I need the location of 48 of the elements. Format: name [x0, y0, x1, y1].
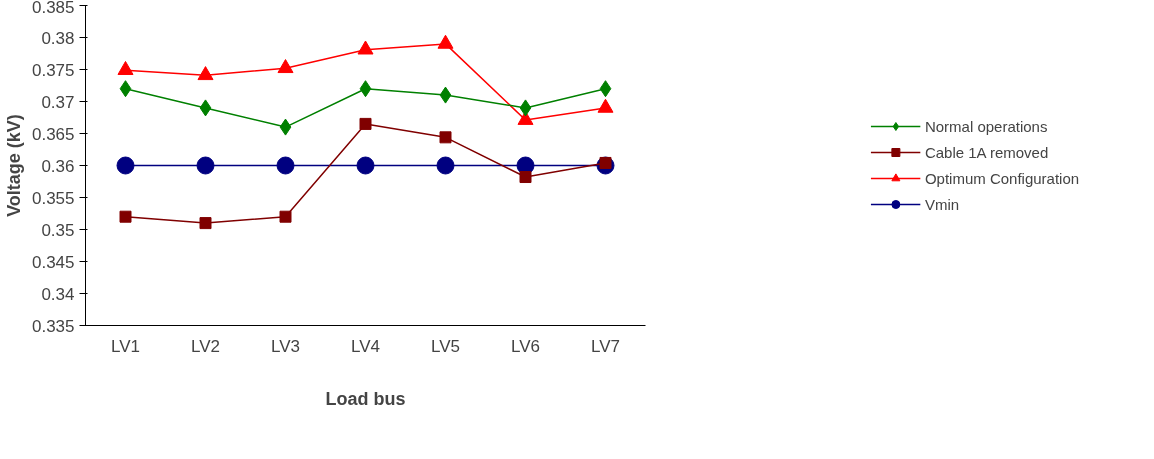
point	[279, 210, 292, 223]
point	[436, 156, 455, 175]
y-tick-label: 0.37	[41, 92, 75, 112]
legend-label: Normal operations	[924, 117, 1048, 135]
legend-label: Cable 1A removed	[924, 143, 1049, 161]
y-tick-label: 0.345	[31, 252, 75, 272]
point	[597, 98, 614, 113]
point	[279, 118, 292, 136]
y-tick-label: 0.355	[31, 188, 75, 208]
y-axis-title: Voltage (kV)	[3, 114, 24, 217]
x-tick-label: LV4	[351, 336, 381, 356]
point	[119, 210, 132, 223]
point	[116, 156, 135, 175]
x-tick-label: LV3	[271, 336, 301, 356]
x-tick-label: LV6	[511, 336, 541, 356]
y-tick-label: 0.34	[41, 284, 75, 304]
point	[359, 80, 372, 98]
legend-label: Vmin	[924, 195, 960, 213]
x-tick-label: LV1	[111, 336, 141, 356]
y-tick-label: 0.375	[31, 60, 75, 80]
point	[439, 131, 452, 144]
point	[199, 217, 212, 230]
point	[357, 40, 374, 55]
point	[599, 80, 612, 98]
point	[359, 117, 372, 130]
point	[439, 86, 452, 104]
y-tick-label: 0.35	[41, 220, 75, 240]
point	[437, 34, 454, 49]
x-tick-label: LV7	[591, 336, 621, 356]
point	[117, 60, 134, 75]
x-tick-label: LV2	[191, 336, 221, 356]
point	[356, 156, 375, 175]
point	[277, 59, 294, 74]
y-tick-label: 0.335	[31, 316, 75, 336]
point	[519, 171, 532, 184]
point	[196, 156, 215, 175]
point	[276, 156, 295, 175]
point	[119, 80, 132, 98]
y-tick-label: 0.36	[41, 156, 75, 176]
y-tick-label: 0.385	[31, 0, 75, 17]
y-tick-label: 0.38	[41, 28, 75, 48]
point	[199, 99, 212, 117]
x-axis-title: Load bus	[325, 388, 406, 409]
y-tick-label: 0.365	[31, 124, 75, 144]
legend-label: Optimum Configuration	[924, 169, 1080, 187]
point	[519, 99, 532, 117]
point	[197, 66, 214, 81]
x-tick-label: LV5	[431, 336, 461, 356]
